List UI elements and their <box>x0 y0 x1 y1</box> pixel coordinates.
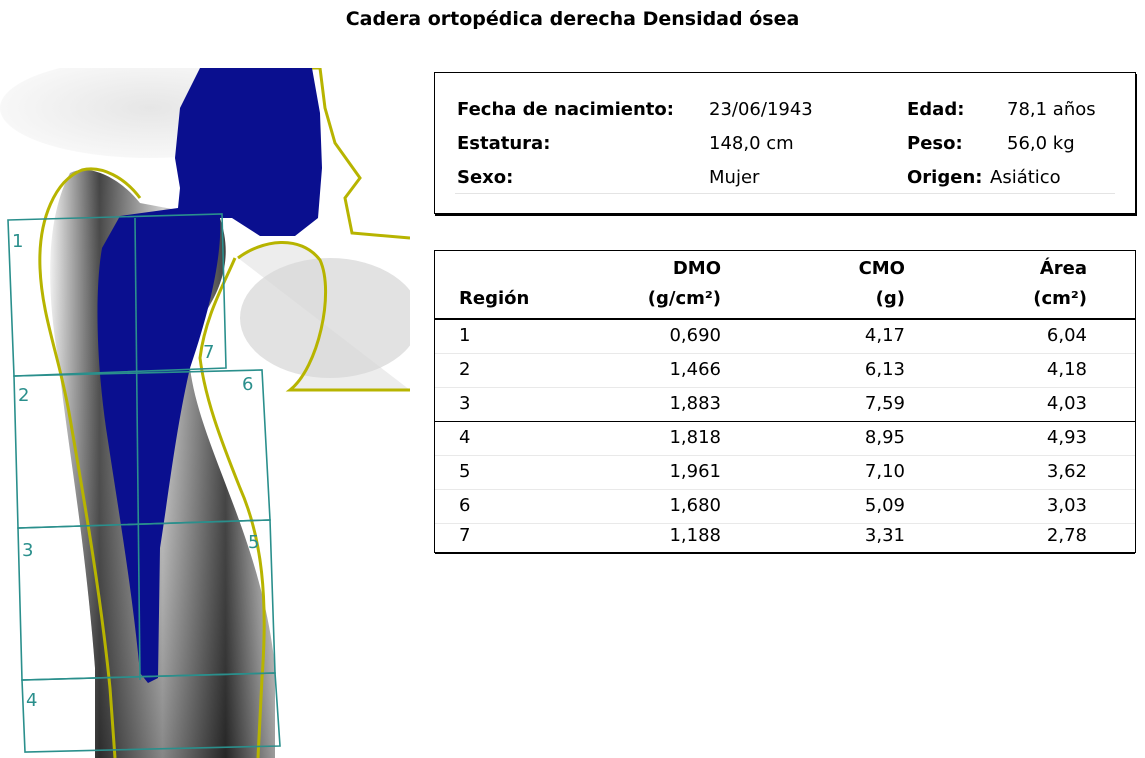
cmo-cell: 4,17 <box>864 325 905 346</box>
sex-value: Mujer <box>709 167 760 188</box>
birth-date-value: 23/06/1943 <box>709 99 813 120</box>
weight-value: 56,0 kg <box>1007 133 1075 154</box>
cmo-cell: 7,59 <box>864 393 905 414</box>
table-row: 1 0,690 4,17 6,04 <box>435 320 1135 354</box>
dxa-scan-image: 1 2 3 4 5 6 7 <box>0 68 410 758</box>
dmo-cell: 1,466 <box>669 359 721 380</box>
area-cell: 6,04 <box>1046 325 1087 346</box>
page-title: Cadera ortopédica derecha Densidad ósea <box>345 8 800 30</box>
area-cell: 4,18 <box>1046 359 1087 380</box>
zone-box-4 <box>21 672 281 753</box>
table-row: 6 1,680 5,09 3,03 <box>435 490 1135 524</box>
region-cell: 3 <box>459 393 471 414</box>
height-label: Estatura: <box>457 133 551 154</box>
dmo-cell: 0,690 <box>669 325 721 346</box>
region-cell: 2 <box>459 359 471 380</box>
hip-prosthesis <box>97 68 323 683</box>
gruen-zones <box>7 213 281 753</box>
origin-label: Origen: <box>907 167 983 188</box>
area-cell: 3,03 <box>1046 495 1087 516</box>
cmo-cell: 5,09 <box>864 495 905 516</box>
header-region: Región <box>459 288 530 309</box>
table-row: 4 1,818 8,95 4,93 <box>435 422 1135 456</box>
birth-date-label: Fecha de nacimiento: <box>457 99 674 120</box>
area-cell: 2,78 <box>1046 525 1087 546</box>
zone-label-6: 6 <box>242 374 253 395</box>
dmo-cell: 1,188 <box>669 525 721 546</box>
cmo-cell: 6,13 <box>864 359 905 380</box>
table-row: 5 1,961 7,10 3,62 <box>435 456 1135 490</box>
zone-label-3: 3 <box>22 540 33 561</box>
zone-box-1-7 <box>7 213 227 377</box>
age-value: 78,1 años <box>1007 99 1096 120</box>
cmo-cell: 7,10 <box>864 461 905 482</box>
dmo-cell: 1,818 <box>669 427 721 448</box>
origin-value: Asiático <box>990 167 1061 188</box>
area-cell: 4,93 <box>1046 427 1087 448</box>
row-divider <box>435 489 1135 490</box>
region-cell: 1 <box>459 325 471 346</box>
header-cmo-unit: (g) <box>875 288 905 309</box>
age-label: Edad: <box>907 99 965 120</box>
cmo-cell: 3,31 <box>864 525 905 546</box>
area-cell: 4,03 <box>1046 393 1087 414</box>
row-divider <box>435 523 1135 524</box>
table-bottom-border <box>435 552 1135 554</box>
bmd-results-table: Región DMO (g/cm²) CMO (g) Área (cm²) 1 … <box>434 250 1136 554</box>
header-dmo: DMO <box>672 258 721 279</box>
zone-label-7: 7 <box>203 342 214 363</box>
zone-midline <box>134 217 141 681</box>
header-area: Área <box>1039 258 1087 279</box>
acetabulum-outline <box>237 241 410 392</box>
header-area-unit: (cm²) <box>1033 288 1087 309</box>
sex-label: Sexo: <box>457 167 514 188</box>
table-row: 7 1,188 3,31 2,78 <box>435 520 1135 554</box>
patient-box-divider <box>455 193 1115 194</box>
weight-label: Peso: <box>907 133 963 154</box>
header-cmo: CMO <box>858 258 905 279</box>
dmo-cell: 1,883 <box>669 393 721 414</box>
height-value: 148,0 cm <box>709 133 794 154</box>
region-cell: 4 <box>459 427 471 448</box>
cmo-cell: 8,95 <box>864 427 905 448</box>
acetabulum-shadow <box>240 258 410 378</box>
zone-label-2: 2 <box>18 385 29 406</box>
header-dmo-unit: (g/cm²) <box>647 288 721 309</box>
region-cell: 6 <box>459 495 471 516</box>
row-divider <box>435 353 1135 354</box>
row-divider <box>435 421 1135 422</box>
header-divider <box>435 318 1135 320</box>
region-cell: 5 <box>459 461 471 482</box>
femur-outline-left <box>38 167 142 758</box>
dmo-cell: 1,680 <box>669 495 721 516</box>
patient-info-box: Fecha de nacimiento: 23/06/1943 Edad: 78… <box>434 72 1136 214</box>
zone-label-5: 5 <box>248 532 259 553</box>
table-row: 3 1,883 7,59 4,03 <box>435 388 1135 422</box>
area-cell: 3,62 <box>1046 461 1087 482</box>
pelvis-outline <box>205 68 410 240</box>
dmo-cell: 1,961 <box>669 461 721 482</box>
zone-label-4: 4 <box>26 690 37 711</box>
table-row: 2 1,466 6,13 4,18 <box>435 354 1135 388</box>
femur-outline-right <box>198 257 266 758</box>
region-cell: 7 <box>459 525 471 546</box>
zone-label-1: 1 <box>12 231 23 252</box>
row-divider <box>435 455 1135 456</box>
row-divider <box>435 387 1135 388</box>
